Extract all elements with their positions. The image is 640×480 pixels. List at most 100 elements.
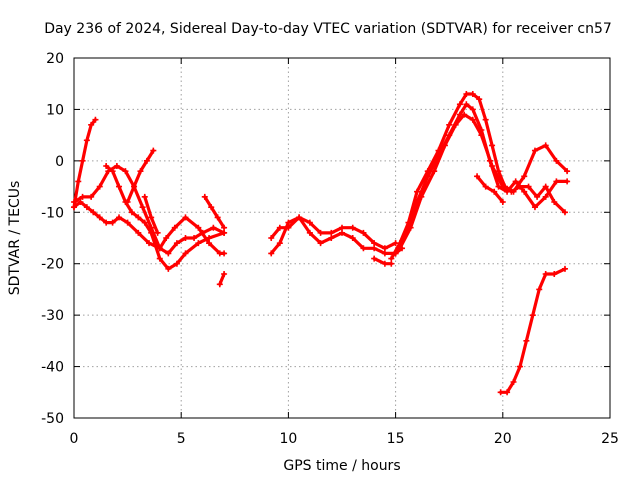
series-track-k bbox=[371, 255, 395, 267]
data-point bbox=[521, 188, 528, 195]
series-track-n bbox=[396, 111, 568, 252]
data-point bbox=[414, 188, 421, 195]
data-point bbox=[381, 245, 388, 252]
data-point bbox=[534, 193, 541, 200]
series-track-m bbox=[392, 101, 571, 257]
data-point bbox=[360, 245, 367, 252]
data-point bbox=[96, 183, 103, 190]
data-point bbox=[206, 235, 213, 241]
data-point bbox=[339, 229, 345, 236]
data-point bbox=[529, 312, 536, 319]
data-point bbox=[131, 183, 138, 190]
y-tick-label: -40 bbox=[41, 360, 64, 376]
x-tick-label: 20 bbox=[494, 431, 512, 447]
data-point bbox=[469, 106, 476, 113]
data-point bbox=[339, 224, 345, 231]
data-point bbox=[349, 235, 356, 241]
data-point bbox=[371, 255, 378, 262]
y-tick-label: 10 bbox=[46, 102, 64, 118]
data-point bbox=[551, 271, 558, 277]
data-point bbox=[165, 250, 172, 257]
data-point bbox=[371, 240, 378, 247]
data-point bbox=[478, 132, 485, 139]
data-point bbox=[199, 229, 206, 236]
data-point bbox=[381, 250, 388, 257]
data-point bbox=[531, 204, 538, 211]
data-point bbox=[79, 193, 86, 200]
data-point bbox=[553, 157, 560, 164]
data-point bbox=[113, 163, 120, 169]
data-point bbox=[124, 219, 131, 226]
y-axis-label: SDTVAR / TECUs bbox=[7, 181, 23, 296]
y-tick-label: -30 bbox=[41, 308, 64, 324]
data-point bbox=[407, 224, 414, 231]
data-point bbox=[146, 240, 153, 247]
y-tick-label: 20 bbox=[46, 51, 64, 67]
data-point bbox=[388, 260, 395, 267]
data-point bbox=[489, 163, 496, 169]
series-line bbox=[394, 102, 569, 255]
data-point bbox=[195, 240, 202, 247]
data-point bbox=[499, 199, 506, 205]
series-track-h bbox=[216, 271, 228, 288]
data-point bbox=[182, 214, 189, 221]
data-point bbox=[516, 183, 523, 190]
data-point bbox=[141, 219, 148, 226]
data-point bbox=[452, 121, 459, 128]
data-point bbox=[525, 183, 532, 190]
data-point bbox=[328, 235, 335, 241]
data-point bbox=[551, 199, 558, 205]
data-point bbox=[392, 250, 399, 257]
data-point bbox=[221, 250, 228, 257]
data-point bbox=[221, 229, 228, 236]
series-line bbox=[72, 164, 226, 255]
data-point bbox=[328, 229, 335, 236]
series-line bbox=[398, 112, 567, 250]
data-point bbox=[103, 219, 110, 226]
data-series bbox=[71, 91, 571, 396]
series-line bbox=[269, 215, 404, 255]
series-line bbox=[475, 174, 505, 204]
data-point bbox=[71, 204, 77, 211]
data-point bbox=[173, 260, 180, 267]
data-point bbox=[96, 214, 103, 221]
series-line bbox=[125, 149, 155, 204]
data-point bbox=[461, 111, 468, 118]
data-point bbox=[285, 219, 292, 226]
data-point bbox=[128, 209, 135, 216]
data-point bbox=[83, 204, 90, 211]
data-point bbox=[381, 260, 388, 267]
data-point bbox=[75, 178, 82, 185]
data-point bbox=[463, 91, 470, 97]
data-point bbox=[148, 229, 155, 236]
data-point bbox=[418, 193, 425, 200]
data-point bbox=[191, 235, 198, 241]
data-point bbox=[210, 224, 217, 231]
data-point bbox=[561, 265, 568, 272]
data-point bbox=[206, 240, 213, 247]
series-track-e bbox=[124, 147, 157, 205]
data-point bbox=[88, 193, 95, 200]
data-point bbox=[276, 240, 283, 247]
data-point bbox=[317, 229, 324, 236]
y-axis-ticks: -50 -40 -30 -20 -10 0 10 20 bbox=[41, 51, 610, 427]
data-point bbox=[216, 281, 223, 288]
data-point bbox=[504, 389, 511, 396]
data-point bbox=[396, 245, 403, 252]
data-point bbox=[510, 379, 517, 385]
data-point bbox=[388, 255, 395, 262]
data-point bbox=[154, 229, 161, 236]
data-point bbox=[431, 168, 438, 175]
data-point bbox=[542, 183, 549, 190]
series-track-j bbox=[268, 214, 399, 252]
data-point bbox=[497, 389, 504, 396]
series-track-f bbox=[141, 193, 161, 236]
data-point bbox=[306, 229, 313, 236]
data-point bbox=[135, 214, 142, 221]
data-point bbox=[482, 183, 489, 190]
data-point bbox=[122, 168, 129, 175]
data-point bbox=[276, 224, 283, 231]
data-point bbox=[156, 255, 163, 262]
data-point bbox=[71, 199, 77, 205]
data-point bbox=[182, 250, 189, 257]
